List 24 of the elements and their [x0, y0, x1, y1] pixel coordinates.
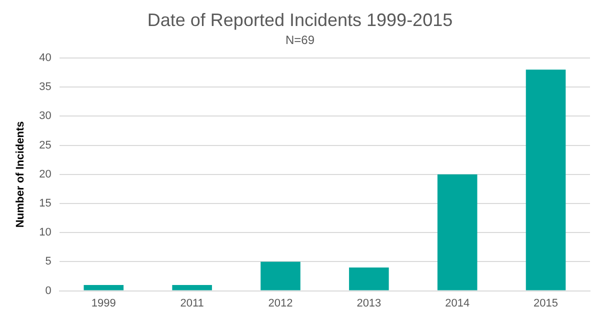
y-tick-label: 25	[39, 139, 52, 152]
x-tick-label: 2011	[180, 297, 204, 310]
y-tick-label: 35	[39, 81, 52, 94]
chart-title: Date of Reported Incidents 1999-2015	[147, 10, 453, 30]
chart-subtitle: N=69	[285, 33, 315, 48]
bar	[349, 268, 389, 290]
x-tick-label: 2014	[445, 297, 470, 310]
bar	[526, 70, 566, 290]
y-axis-title: Number of Incidents	[14, 121, 27, 228]
x-tick-label: 2012	[268, 297, 293, 310]
bar	[172, 284, 212, 290]
y-tick-label: 10	[39, 226, 52, 239]
y-tick-label: 0	[45, 284, 52, 297]
bar	[260, 262, 300, 290]
y-tick-label: 30	[39, 110, 52, 122]
x-tick-label: 2015	[534, 297, 558, 310]
bar	[84, 284, 124, 290]
bar	[437, 174, 478, 290]
x-tick-label: 1999	[91, 297, 116, 310]
y-tick-label: 20	[39, 168, 52, 180]
x-tick-label: 2013	[356, 297, 382, 310]
y-tick-label: 15	[39, 198, 52, 210]
y-tick-label: 40	[39, 52, 52, 64]
y-tick-label: 5	[45, 256, 52, 268]
